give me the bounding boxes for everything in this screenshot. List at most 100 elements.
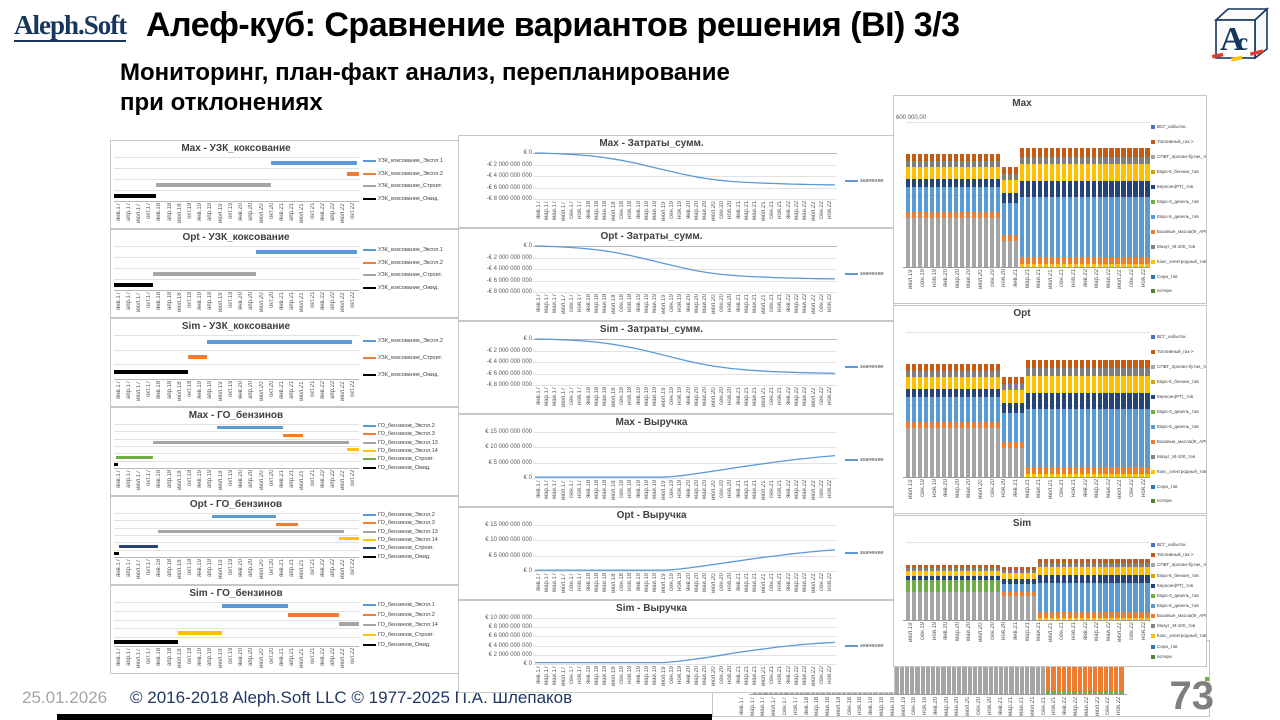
bar-segment — [1031, 264, 1037, 267]
bar-segment — [947, 161, 953, 167]
bar-segment — [1133, 582, 1138, 613]
bar-segment — [1073, 559, 1078, 564]
bar-segment — [1025, 197, 1031, 257]
gridline — [906, 332, 1150, 333]
x-axis-label: июл.19 — [660, 480, 667, 500]
bar-segment — [1145, 181, 1150, 198]
bar-segment — [941, 187, 947, 212]
x-axis-label: июл.17 — [560, 573, 567, 593]
x-axis-label: ноя.22 — [1140, 269, 1147, 288]
x-axis-label: сен.21 — [1059, 269, 1066, 287]
legend-item: Евро-5_бензин_тов — [1151, 378, 1206, 386]
bar-segment — [1049, 375, 1055, 393]
bar-segment — [962, 641, 967, 694]
x-axis-label: янв.17 — [535, 573, 542, 592]
x-axis-label: ноя.19 — [922, 697, 929, 716]
legend-item: Евро-3_дизель_тов — [1151, 198, 1206, 206]
x-axis-label: янв.22 — [785, 294, 792, 313]
bar-segment — [911, 363, 917, 372]
bar-segment — [1121, 264, 1126, 267]
bar-segment — [923, 427, 929, 477]
bar-segment — [1103, 181, 1108, 198]
x-axis-label: мар.20 — [943, 697, 950, 716]
x-axis-label: окт.21 — [309, 203, 316, 220]
x-axis-label: окт.17 — [146, 470, 153, 487]
x-axis-label: июл.20 — [710, 573, 717, 593]
x-axis-label: май.21 — [752, 387, 759, 407]
bar-segment — [1091, 197, 1096, 257]
bar-segment — [929, 388, 935, 398]
legend-label: значение — [860, 271, 884, 277]
legend-label: ГО_бензинов_Экспл.2 — [378, 512, 435, 519]
x-axis-label: сен.22 — [819, 666, 825, 684]
bar-segment — [906, 161, 911, 167]
gantt-bar — [158, 529, 345, 533]
legend-label: Евро-5_бензин_тов — [1157, 572, 1199, 578]
bar-segment — [1030, 641, 1035, 694]
x-axis-label: окт.18 — [187, 559, 194, 576]
x-axis-label: май.18 — [602, 480, 609, 500]
legend-label: ГО_бензинов_Строит. — [378, 545, 434, 552]
strip-bar — [993, 641, 999, 694]
x-axis-label: окт.17 — [146, 648, 153, 665]
bar-segment — [1127, 567, 1132, 575]
x-axis-label: июл.19 — [217, 292, 224, 312]
bar-segment — [1139, 392, 1144, 409]
x-axis-label: янв.22 — [785, 387, 792, 406]
legend-label: ГО_бензинов_Экспл.2 — [378, 612, 435, 618]
legend-swatch — [1151, 289, 1155, 294]
legend-item: СПБТ_пропан-бутан_тех — [1151, 363, 1206, 371]
bar-segment — [1115, 582, 1120, 613]
bar-segment — [1139, 359, 1144, 369]
bar-segment — [929, 161, 935, 167]
bar-segment — [1073, 264, 1078, 267]
bar-segment — [1103, 563, 1108, 567]
x-axis-label: июл.19 — [908, 622, 915, 642]
bar-segment — [911, 427, 917, 477]
legend-label: значение — [860, 643, 884, 649]
stacked-bar — [1061, 148, 1066, 267]
x-axis-label: сен.22 — [1129, 622, 1136, 640]
stacked-bar — [929, 564, 935, 620]
bar-segment — [1001, 573, 1007, 580]
bar-segment — [1025, 264, 1031, 267]
gridline — [533, 432, 837, 433]
bar-segment — [1031, 595, 1037, 620]
x-axis-label: янв.21 — [735, 666, 742, 685]
gridline — [114, 646, 359, 647]
x-axis-label: янв.21 — [1012, 622, 1019, 641]
bar-segment — [1055, 474, 1060, 477]
bar-segment — [1073, 617, 1078, 620]
strip-bar — [978, 641, 983, 694]
x-axis-label: апр.19 — [207, 470, 214, 489]
bar-segment — [917, 570, 923, 577]
bar-segment — [1077, 691, 1082, 694]
bar-segment — [947, 564, 953, 568]
bar-segment — [947, 217, 953, 267]
bar-segment — [1019, 442, 1025, 448]
bar-segment — [1079, 567, 1084, 575]
bar-segment — [1097, 264, 1102, 267]
x-axis-label: окт.20 — [268, 470, 275, 487]
gantt-bar — [270, 160, 357, 165]
stacked-bar — [1121, 148, 1126, 267]
x-axis-label: окт.18 — [187, 203, 194, 220]
footer-divider-bar — [57, 714, 712, 720]
legend-swatch — [1151, 624, 1155, 629]
bar-segment — [1072, 663, 1077, 692]
x-axis-label: июл.21 — [299, 559, 306, 579]
bar-segment — [1031, 156, 1037, 165]
bar-segment — [935, 166, 941, 179]
aleph-soft-logo: Aleph.Soft — [14, 10, 127, 42]
bar-segment — [1031, 466, 1037, 475]
bar-segment — [906, 187, 911, 212]
bar-segment — [1121, 563, 1126, 567]
bar-segment — [1103, 691, 1108, 694]
x-axis-label: май.20 — [702, 573, 709, 593]
bar-segment — [989, 388, 995, 398]
x-axis-label: май.20 — [702, 294, 709, 314]
x-axis-label: янв.21 — [735, 201, 742, 220]
bar-segment — [971, 580, 977, 592]
gridline — [533, 164, 837, 166]
bar-segment — [1073, 392, 1078, 409]
